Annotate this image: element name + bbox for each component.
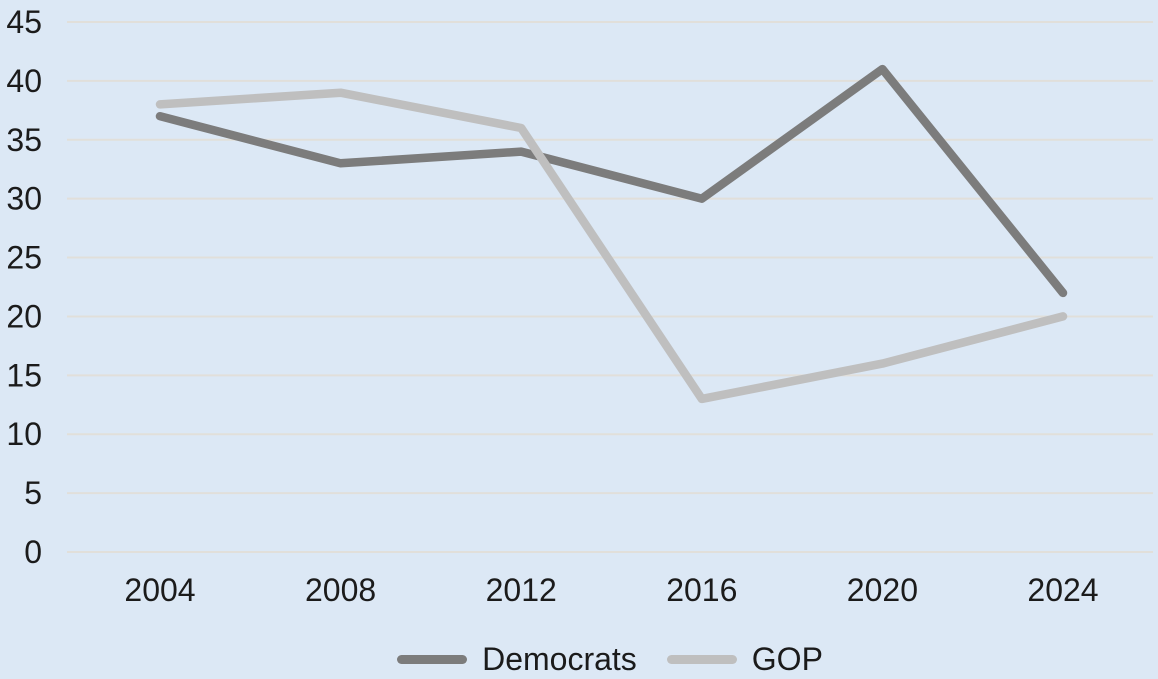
x-tick-label: 2012 (486, 572, 557, 608)
gop-line-swatch (666, 654, 737, 664)
y-tick-label: 15 (6, 357, 42, 393)
legend-item-gop: GOP (666, 641, 823, 677)
x-tick-label: 2008 (305, 572, 376, 608)
legend-label-gop: GOP (751, 641, 823, 677)
y-tick-label: 35 (6, 122, 42, 158)
legend-item-democrats: Democrats (397, 643, 637, 675)
y-tick-label: 40 (6, 63, 42, 99)
democrats-line-swatch (397, 654, 468, 664)
y-tick-label: 45 (6, 4, 42, 40)
x-tick-label: 2024 (1027, 572, 1098, 608)
y-tick-label: 5 (24, 475, 42, 511)
democrats-line (155, 64, 1068, 298)
y-tick-label: 20 (6, 298, 42, 334)
x-tick-label: 2020 (847, 572, 918, 608)
y-tick-label: 10 (6, 416, 42, 452)
gop-line (155, 88, 1068, 404)
legend: Democrats GOP (62, 638, 1158, 679)
y-tick-label: 25 (6, 240, 42, 276)
legend-label-democrats: Democrats (482, 641, 637, 677)
x-tick-label: 2016 (666, 572, 737, 608)
x-tick-label: 2004 (124, 572, 195, 608)
y-tick-label: 30 (6, 181, 42, 217)
y-tick-label: 0 (24, 534, 42, 570)
